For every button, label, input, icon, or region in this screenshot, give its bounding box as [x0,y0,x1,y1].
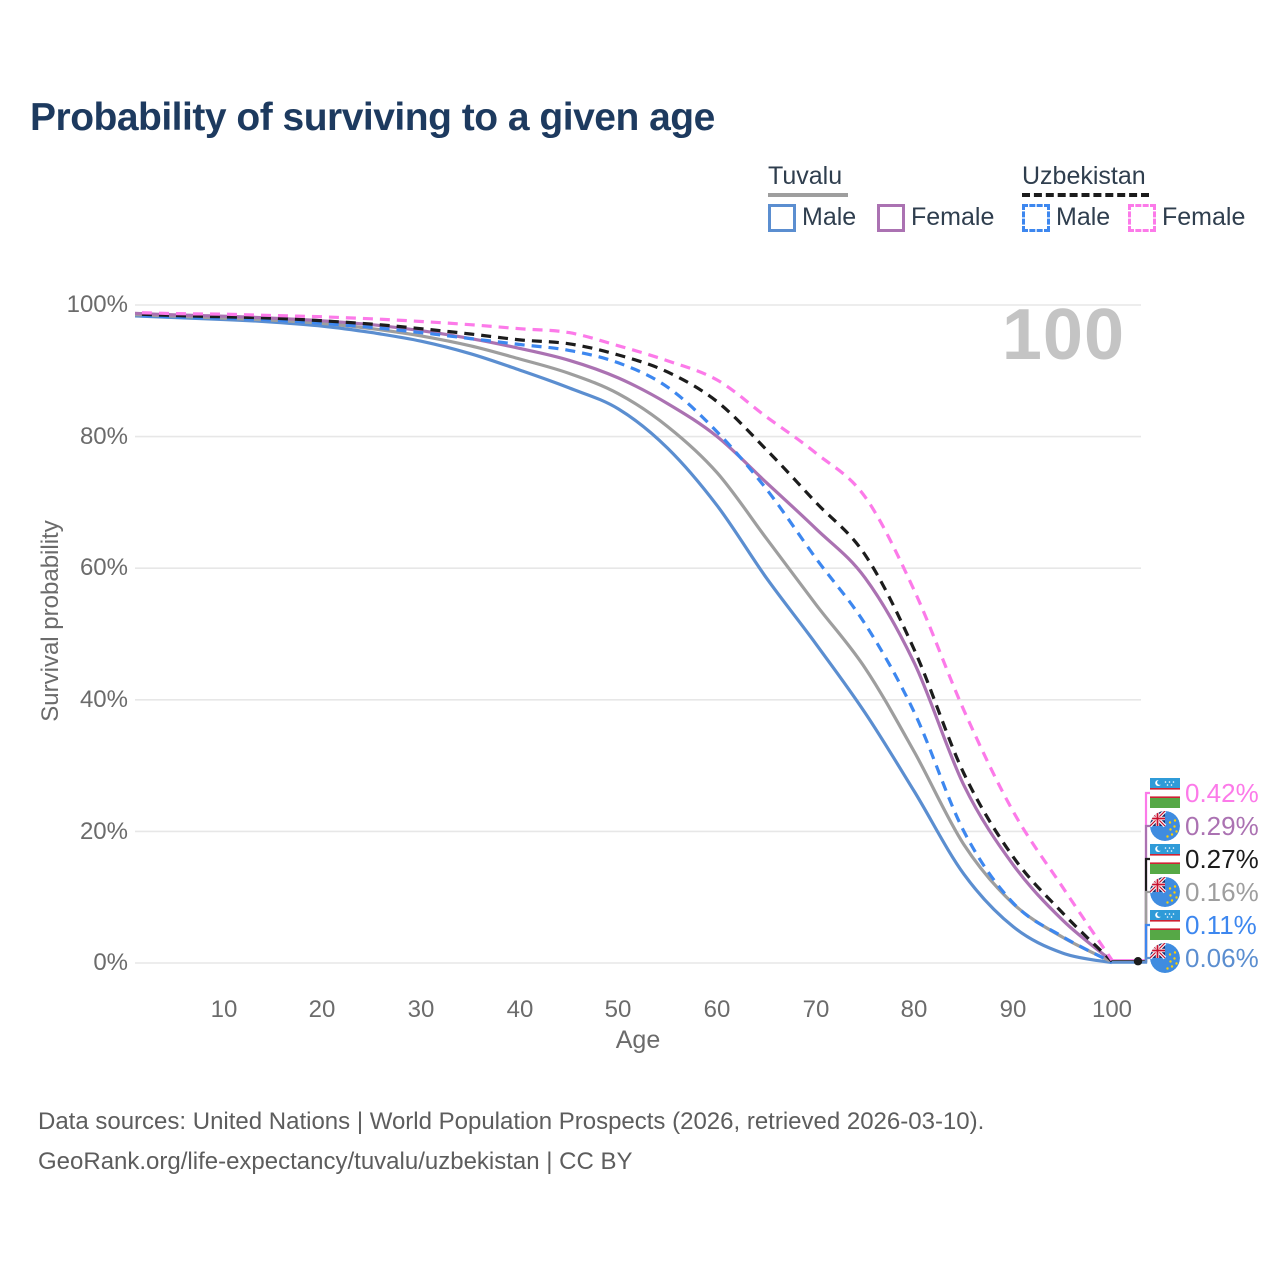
x-tick-label: 50 [604,996,632,1023]
uzbekistan-female-swatch-icon [1128,203,1156,232]
series-line-tuvalu[interactable] [125,312,1113,964]
tuvalu-line-style-swatch [768,193,848,197]
source-link[interactable]: GeoRank.org/life-expectancy/tuvalu/uzbek… [38,1148,633,1175]
end-label-value: 0.29% [1185,810,1259,841]
y-tick-label: 100% [66,291,128,318]
uzbekistan-male-swatch-icon [1022,203,1050,232]
uzbekistan-flag-icon [1150,910,1180,940]
end-label-connector [1112,890,1150,963]
end-label-value: 0.42% [1185,777,1259,808]
legend-item-uzbekistan-male[interactable]: Male [1022,203,1110,232]
y-tick-label: 80% [79,423,128,450]
y-tick-label: 60% [79,554,128,581]
x-tick-label: 10 [210,996,238,1023]
legend-label: Male [1056,203,1111,231]
end-label-uzbekistan-male[interactable]: 0.11% [1150,909,1257,941]
end-label-uzbekistan-female[interactable]: 0.42% [1150,777,1259,809]
series-line-uzbekistan-male[interactable] [125,313,1113,964]
x-tick-label: 20 [308,996,336,1023]
x-tick-label: 80 [900,996,928,1023]
legend-item-tuvalu-female[interactable]: Female [877,203,994,232]
end-label-tuvalu-male[interactable]: 0.06% [1150,942,1259,974]
chart-title: Probability of surviving to a given age [30,96,715,139]
legend-group-uzbekistan: Uzbekistan [1022,162,1149,197]
end-label-connector [1112,923,1150,964]
series-line-tuvalu-male[interactable] [125,314,1113,965]
uzbekistan-flag-icon [1150,844,1180,874]
series-line-uzbekistan[interactable] [125,312,1114,963]
x-tick-label: 30 [407,996,435,1023]
end-label-tuvalu-female[interactable]: 0.29% [1150,810,1259,842]
end-label-connector [1112,956,1150,964]
series-line-uzbekistan-female[interactable] [125,310,1114,962]
x-tick-label: 60 [703,996,731,1023]
hover-age-watermark: 100 [1001,295,1125,375]
end-label-connector [1112,824,1150,963]
data-sources-note: Data sources: United Nations | World Pop… [38,1108,985,1135]
tuvalu-male-swatch-icon [768,203,796,232]
tuvalu-flag-icon [1150,877,1180,907]
tuvalu-flag-icon [1150,811,1180,841]
x-axis-title: Age [615,1026,661,1054]
legend-item-uzbekistan-female[interactable]: Female [1128,203,1245,232]
end-label-tuvalu-total[interactable]: 0.16% [1150,876,1259,908]
hover-marker-dot [1133,957,1143,966]
end-label-value: 0.16% [1185,876,1259,907]
end-label-value: 0.11% [1185,909,1257,940]
end-label-value: 0.06% [1185,942,1259,973]
tuvalu-flag-icon [1150,943,1180,973]
uzbekistan-line-style-swatch [1022,193,1149,197]
end-label-connector [1112,857,1150,963]
legend-country-uzbekistan: Uzbekistan [1022,162,1146,190]
legend-label: Female [911,203,995,231]
legend-group-tuvalu: Tuvalu [768,162,848,197]
legend-label: Female [1162,203,1246,231]
y-tick-label: 20% [79,818,128,845]
x-tick-label: 70 [802,996,830,1023]
end-label-uzbekistan-total[interactable]: 0.27% [1150,843,1259,875]
legend-label: Male [802,203,857,231]
legend-country-tuvalu: Tuvalu [768,162,843,190]
end-label-connector [1112,791,1150,962]
x-tick-label: 100 [1091,996,1133,1023]
legend-item-tuvalu-male[interactable]: Male [768,203,856,232]
y-tick-label: 40% [79,686,128,713]
y-tick-label: 0% [93,949,128,976]
uzbekistan-flag-icon [1150,778,1180,808]
end-label-value: 0.27% [1185,843,1259,874]
x-tick-label: 40 [506,996,534,1023]
x-tick-label: 90 [999,996,1027,1023]
tuvalu-female-swatch-icon [877,203,905,232]
